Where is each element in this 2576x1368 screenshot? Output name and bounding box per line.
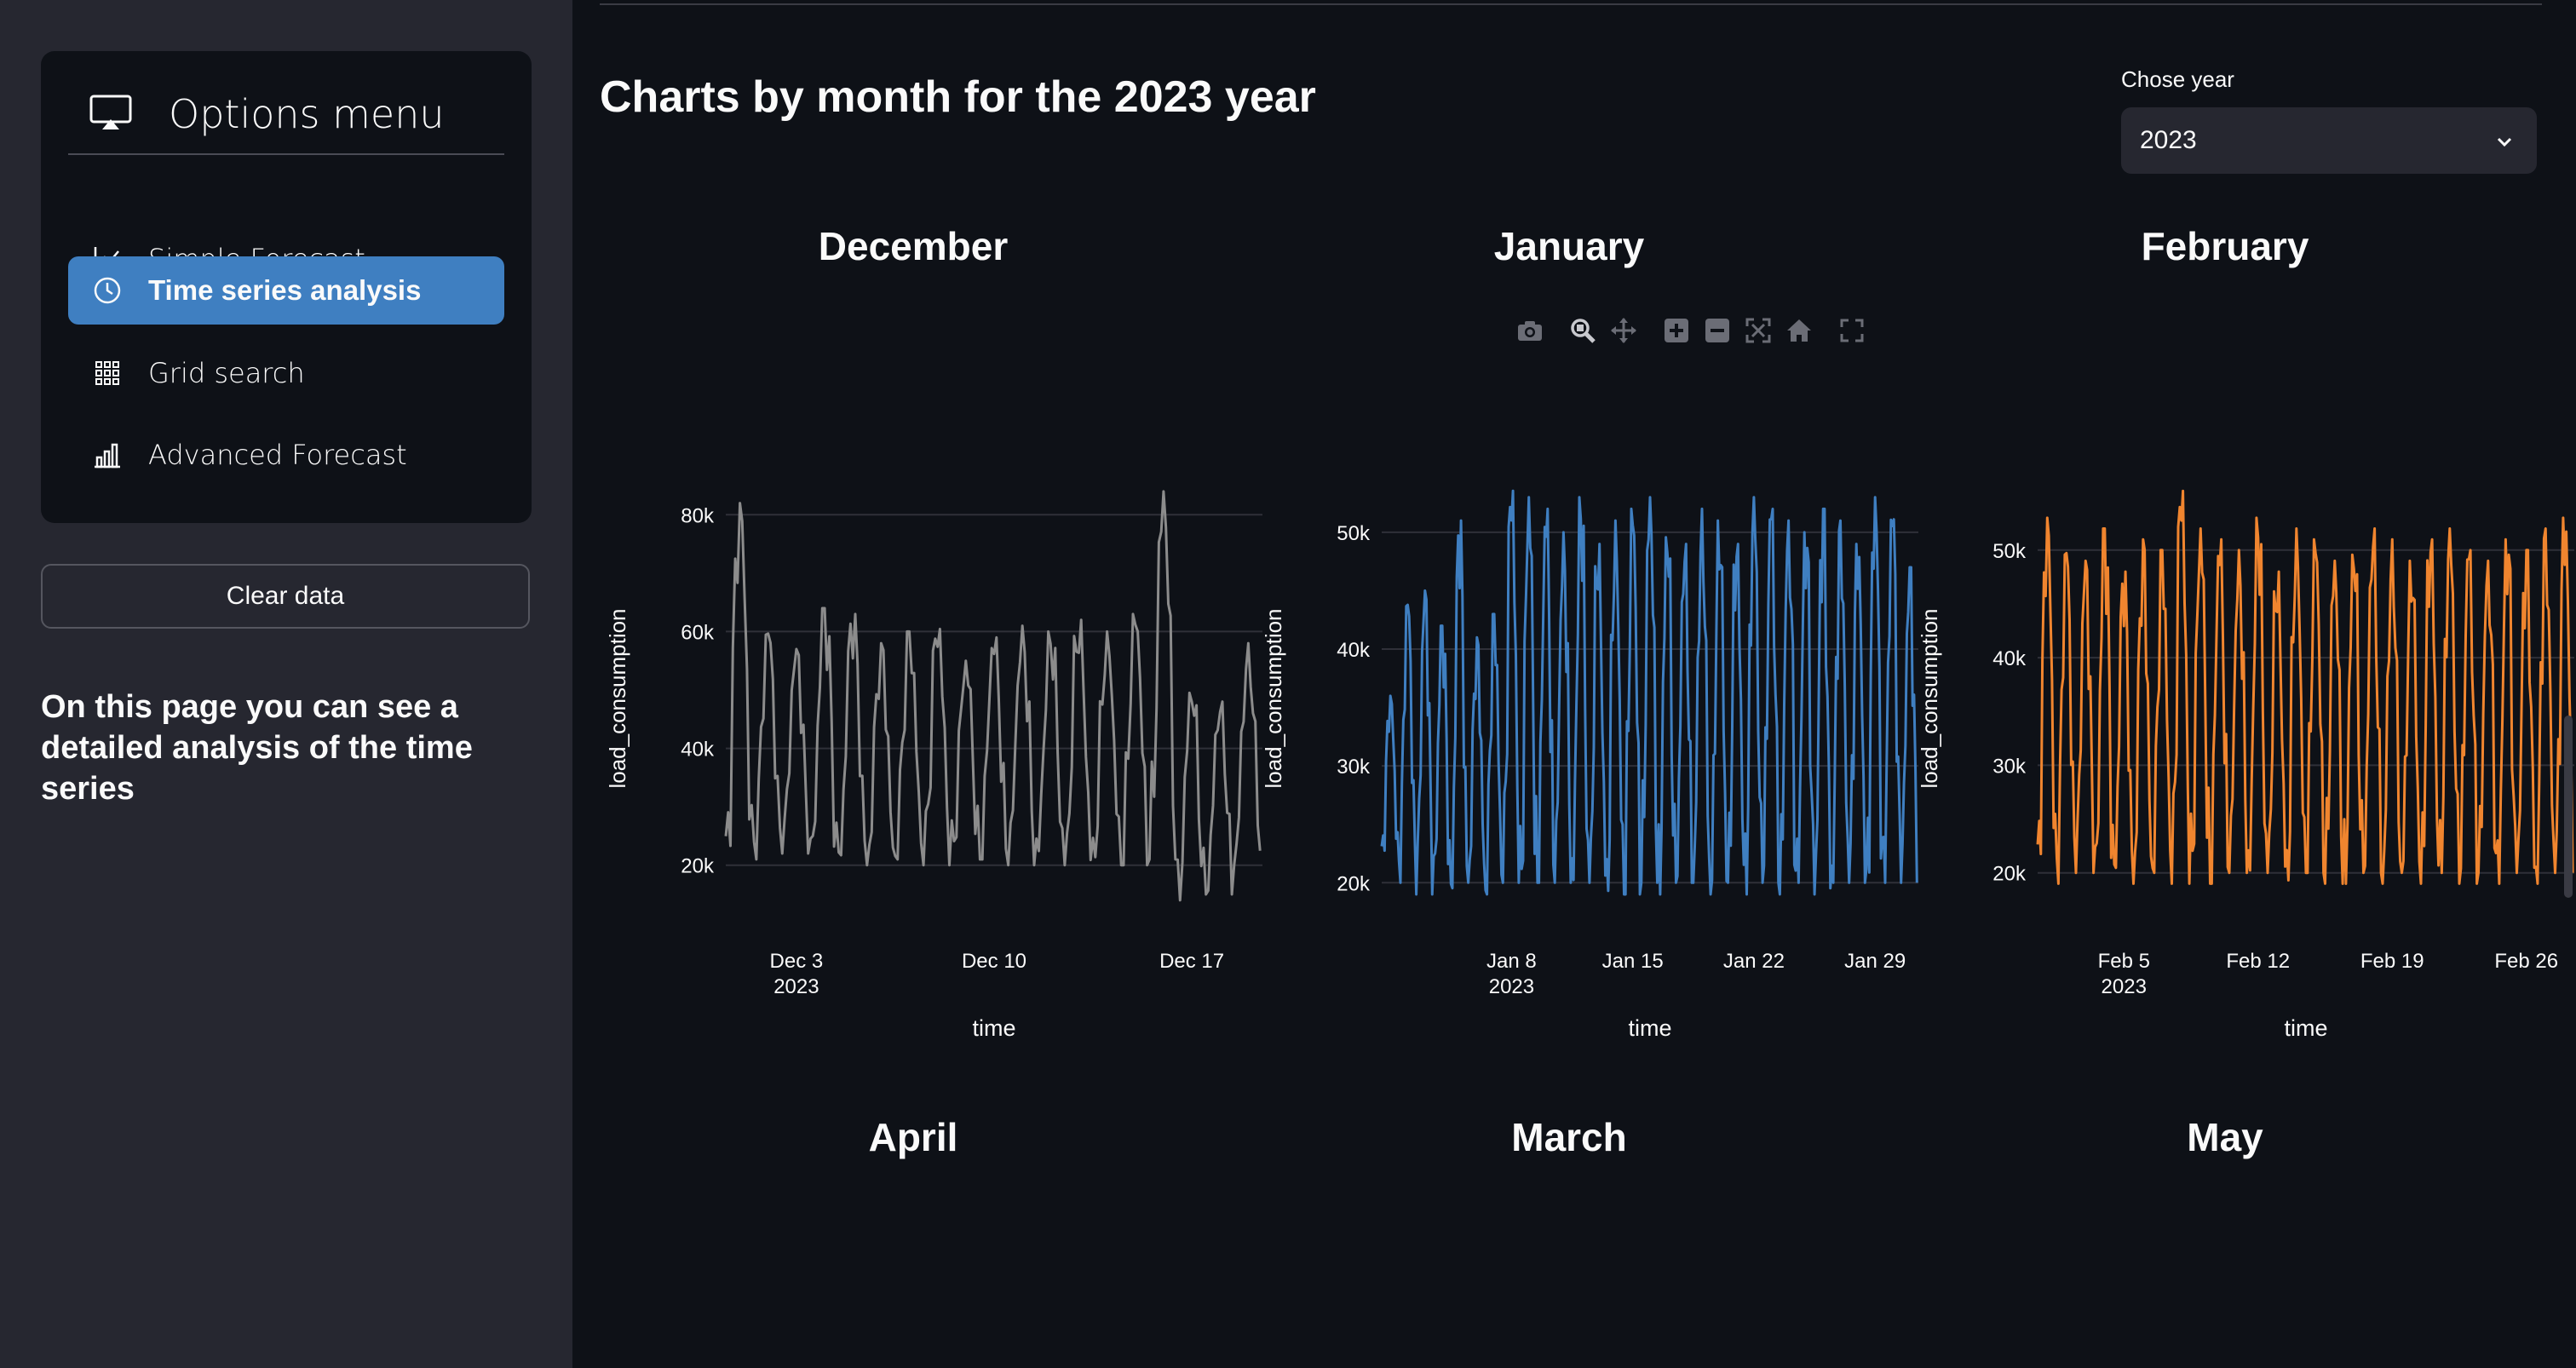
y-tick-label: 80k bbox=[681, 504, 715, 527]
series-line bbox=[2036, 489, 2574, 885]
x-tick-label: Feb 19 bbox=[2360, 950, 2424, 973]
menu-item-advanced-forecast[interactable]: Advanced Forecast bbox=[68, 421, 504, 489]
options-menu-title: Options menu bbox=[169, 91, 445, 137]
sidebar: Options menu Simple Forecast Time series… bbox=[0, 0, 572, 1368]
series-line bbox=[1380, 489, 1918, 896]
x-axis-label: time bbox=[1628, 1015, 1671, 1041]
x-tick-label: Feb 5 bbox=[2098, 950, 2150, 973]
x-tick-label: Dec 10 bbox=[962, 950, 1026, 973]
x-tick-label: Jan 8 bbox=[1486, 950, 1537, 973]
y-axis-label: load_consumption bbox=[1261, 608, 1286, 788]
grid-icon bbox=[92, 358, 123, 388]
zoom-in-icon[interactable] bbox=[1661, 315, 1692, 346]
y-tick-label: 50k bbox=[1337, 522, 1371, 545]
fullscreen-icon[interactable] bbox=[1837, 315, 1867, 346]
bar-chart-icon bbox=[92, 440, 123, 470]
pan-icon[interactable] bbox=[1608, 315, 1639, 346]
x-tick-label: Jan 29 bbox=[1844, 950, 1906, 973]
chart-title-december: December bbox=[818, 224, 1009, 268]
year-select-value: 2023 bbox=[2140, 126, 2197, 154]
x-tick-label: Feb 12 bbox=[2226, 950, 2290, 973]
chart-title-april: April bbox=[868, 1115, 958, 1159]
page-description: On this page you can see a detailed anal… bbox=[41, 689, 473, 807]
y-tick-label: 40k bbox=[1992, 647, 2027, 670]
y-tick-label: 30k bbox=[1337, 756, 1371, 779]
options-menu-header: Options menu bbox=[68, 83, 504, 145]
x-tick-label: Jan 22 bbox=[1723, 950, 1785, 973]
y-tick-label: 20k bbox=[1992, 863, 2027, 886]
chart-title-may: May bbox=[2187, 1115, 2263, 1159]
y-axis-label: load_consumption bbox=[1917, 608, 1942, 788]
options-menu: Options menu Simple Forecast Time series… bbox=[41, 51, 532, 523]
y-tick-label: 60k bbox=[681, 621, 715, 644]
x-tick-label: Feb 26 bbox=[2494, 950, 2558, 973]
x-axis-label: time bbox=[2284, 1015, 2327, 1041]
y-tick-label: 20k bbox=[681, 855, 715, 878]
x-tick-label: Dec 17 bbox=[1159, 950, 1224, 973]
x-tick-label: Dec 3 bbox=[770, 950, 824, 973]
menu-item-grid-search[interactable]: Grid search bbox=[68, 339, 504, 407]
x-tick-label: Jan 15 bbox=[1602, 950, 1664, 973]
zoom-icon[interactable] bbox=[1567, 315, 1598, 346]
chart-title-march: March bbox=[1511, 1115, 1627, 1159]
y-tick-label: 40k bbox=[1337, 639, 1371, 662]
y-tick-label: 40k bbox=[681, 739, 715, 762]
x-axis-label: time bbox=[972, 1015, 1015, 1041]
menu-item-label: Advanced Forecast bbox=[148, 439, 407, 471]
clock-icon bbox=[92, 275, 123, 306]
page-title: Charts by month for the 2023 year bbox=[600, 72, 1316, 122]
menu-item-label: Grid search bbox=[148, 357, 305, 389]
y-tick-label: 50k bbox=[1992, 540, 2027, 563]
monitor-icon bbox=[89, 94, 136, 135]
chart-title-february: February bbox=[2141, 224, 2309, 268]
chart-title-january: January bbox=[1493, 224, 1645, 268]
camera-icon[interactable] bbox=[1515, 315, 1545, 346]
year-select[interactable]: 2023 bbox=[2121, 107, 2537, 174]
scrollbar-thumb[interactable] bbox=[2564, 716, 2573, 898]
menu-item-time-series-analysis[interactable]: Time series analysis bbox=[68, 256, 504, 325]
y-axis-label: load_consumption bbox=[605, 608, 630, 788]
main-content: Charts by month for the 2023 year Chose … bbox=[572, 0, 2576, 1368]
zoom-out-icon[interactable] bbox=[1702, 315, 1733, 346]
x-tick-sublabel: 2023 bbox=[2102, 975, 2147, 998]
y-tick-label: 20k bbox=[1337, 872, 1371, 895]
x-tick-sublabel: 2023 bbox=[773, 975, 819, 998]
chevron-down-icon bbox=[2494, 131, 2515, 152]
chart-modebar bbox=[1515, 315, 1877, 346]
reset-axes-icon[interactable] bbox=[1784, 315, 1814, 346]
clear-data-button[interactable]: Clear data bbox=[41, 564, 530, 629]
series-line bbox=[724, 490, 1262, 902]
top-divider bbox=[600, 3, 2542, 5]
menu-divider bbox=[68, 153, 504, 155]
y-tick-label: 30k bbox=[1992, 755, 2027, 778]
x-tick-sublabel: 2023 bbox=[1489, 975, 1534, 998]
year-select-label: Chose year bbox=[2121, 66, 2234, 92]
autoscale-icon[interactable] bbox=[1743, 315, 1774, 346]
menu-item-label: Time series analysis bbox=[148, 274, 422, 306]
